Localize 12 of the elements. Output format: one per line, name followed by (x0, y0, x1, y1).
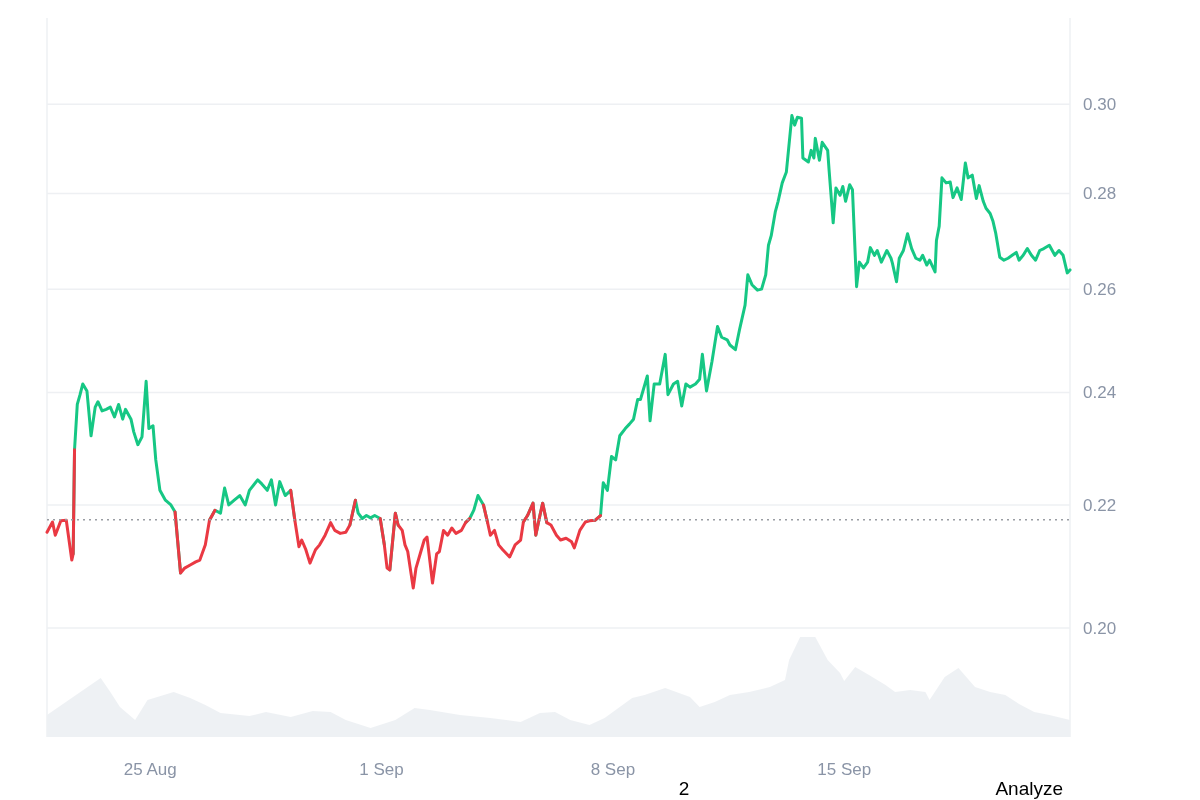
y-tick-label: 0.24 (1083, 383, 1117, 403)
y-tick-label: 0.22 (1083, 495, 1117, 515)
y-tick-label: 0.20 (1083, 618, 1117, 638)
x-tick-label: 25 Aug (123, 760, 177, 779)
x-tick-label: 1 Sep (359, 760, 404, 779)
y-tick-label: 0.28 (1083, 184, 1117, 204)
y-tick-label: 0.30 (1083, 95, 1117, 115)
text: Analyze (995, 778, 1063, 799)
x-tick-label: 8 Sep (590, 760, 636, 779)
x-tick-label: 15 Sep (817, 760, 872, 779)
text: 2 (678, 778, 690, 799)
y-tick-label: 0.26 (1083, 280, 1117, 300)
